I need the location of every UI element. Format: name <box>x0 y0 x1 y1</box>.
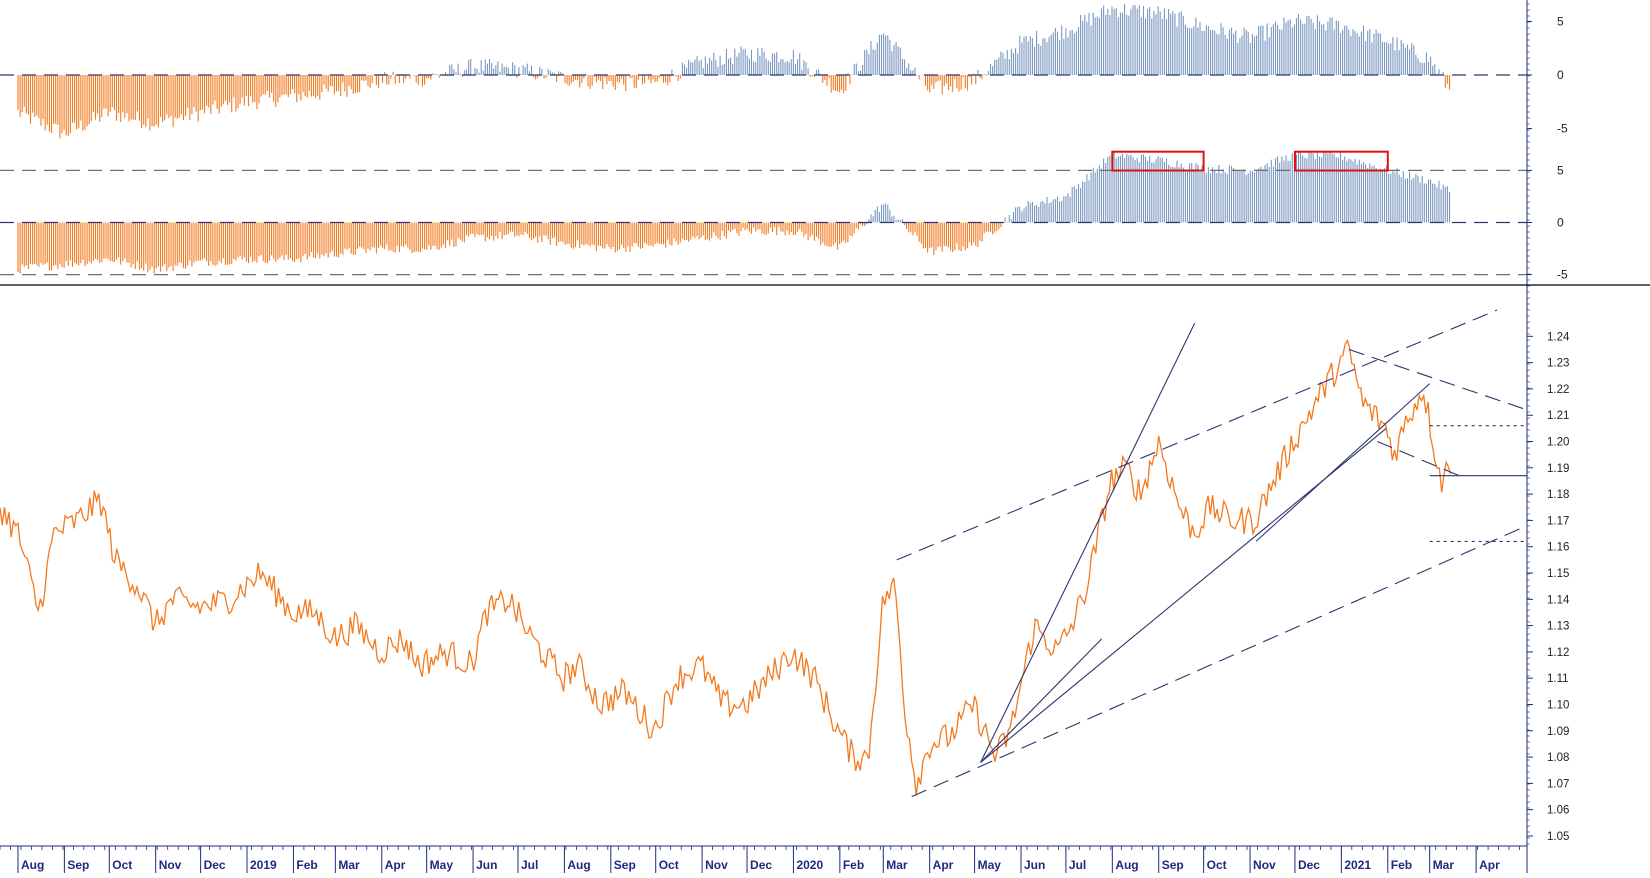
x-tick-label: Oct <box>659 858 679 872</box>
x-tick-label: Feb <box>843 858 864 872</box>
oscillator-middle-highlight-box <box>1294 150 1389 172</box>
x-tick-label: Aug <box>21 858 44 872</box>
x-tick-label: Mar <box>886 858 908 872</box>
x-tick-label: Mar <box>1433 858 1455 872</box>
x-tick-label: Feb <box>1391 858 1412 872</box>
price-ytick-label: 1.21 <box>1547 410 1569 422</box>
price-ytick-label: 1.09 <box>1547 726 1569 738</box>
price-panel: 1.24 1.23 1.22 1.21 1.20 1.19 1.18 1.17 1.16 1.15… <box>0 309 1570 843</box>
price-ytick-label: 1.11 <box>1547 673 1569 685</box>
price-ytick-label: 1.22 <box>1547 384 1569 396</box>
oscillator-middle-ytick-label: 0 <box>1557 216 1564 230</box>
oscillator-middle-highlight-box <box>1111 150 1205 172</box>
x-tick-label: Oct <box>112 858 132 872</box>
x-tick-label: Oct <box>1207 858 1227 872</box>
x-tick-label: Apr <box>385 858 406 872</box>
price-ytick-label: 1.19 <box>1547 463 1569 475</box>
x-tick-label: Nov <box>159 858 182 872</box>
oscillator-middle-ytick-label: 5 <box>1557 163 1564 177</box>
x-tick-label: Apr <box>933 858 954 872</box>
x-tick-label: Nov <box>705 858 728 872</box>
x-tick-label: Dec <box>204 858 226 872</box>
x-tick-label: Aug <box>567 858 590 872</box>
x-tick-label: Jun <box>476 858 497 872</box>
x-tick-label: 2020 <box>796 858 823 872</box>
x-tick-label: Nov <box>1253 858 1276 872</box>
x-tick-label: Sep <box>67 858 89 872</box>
x-tick-label: Dec <box>750 858 772 872</box>
price-ytick-label: 1.08 <box>1547 752 1569 764</box>
x-tick-label: Feb <box>296 858 317 872</box>
x-tick-label: 2021 <box>1344 858 1371 872</box>
price-ytick-label: 1.16 <box>1547 542 1569 554</box>
price-ytick-label: 1.13 <box>1547 621 1569 633</box>
fan-line-shallow <box>1255 383 1431 542</box>
price-ytick-label: 1.24 <box>1547 331 1570 343</box>
price-ytick-label: 1.06 <box>1547 805 1569 817</box>
x-tick-label: Jul <box>521 858 538 872</box>
x-tick-label: Jun <box>1024 858 1045 872</box>
oscillator-top-ytick-label: 0 <box>1557 68 1564 82</box>
x-tick-label: Dec <box>1298 858 1320 872</box>
oscillator-top-ytick-label: -5 <box>1557 122 1568 136</box>
price-ytick-label: 1.18 <box>1547 489 1569 501</box>
oscillator-top-panel: 5 0 -5 <box>0 3 1568 139</box>
x-tick-label: May <box>430 858 454 872</box>
x-tick-label: Sep <box>614 858 636 872</box>
oscillator-top-ytick-label: 5 <box>1557 14 1564 28</box>
x-tick-label: Jul <box>1069 858 1086 872</box>
price-ytick-label: 1.07 <box>1547 778 1569 790</box>
oscillator-middle-ytick-label: -5 <box>1557 268 1568 282</box>
x-tick-label: 2019 <box>250 858 277 872</box>
price-ytick-label: 1.10 <box>1547 700 1569 712</box>
fan-line-steep-2 <box>980 638 1103 763</box>
x-axis: Aug Sep Oct Nov Dec 2019 Feb Mar Apr May Jun Jul Aug… <box>0 845 1527 873</box>
x-tick-label: Aug <box>1115 858 1138 872</box>
x-tick-label: Apr <box>1479 858 1500 872</box>
price-ytick-label: 1.12 <box>1547 647 1569 659</box>
price-ytick-label: 1.05 <box>1547 831 1569 843</box>
x-tick-label: May <box>978 858 1002 872</box>
support-down-line <box>1377 440 1466 479</box>
oscillator-middle-panel: 5 0 -5 <box>0 150 1568 282</box>
x-tick-label: Mar <box>338 858 360 872</box>
resistance-down-line <box>1348 348 1528 411</box>
price-ytick-label: 1.20 <box>1547 437 1569 449</box>
x-tick-label: Sep <box>1162 858 1184 872</box>
channel-lower-line <box>911 525 1528 798</box>
price-line <box>0 338 1452 796</box>
price-ytick-label: 1.15 <box>1547 568 1569 580</box>
price-ytick-label: 1.14 <box>1547 594 1570 606</box>
price-ytick-label: 1.23 <box>1547 358 1569 370</box>
channel-upper-line <box>896 309 1498 561</box>
fan-line-steep <box>980 322 1196 763</box>
price-ytick-label: 1.17 <box>1547 515 1569 527</box>
